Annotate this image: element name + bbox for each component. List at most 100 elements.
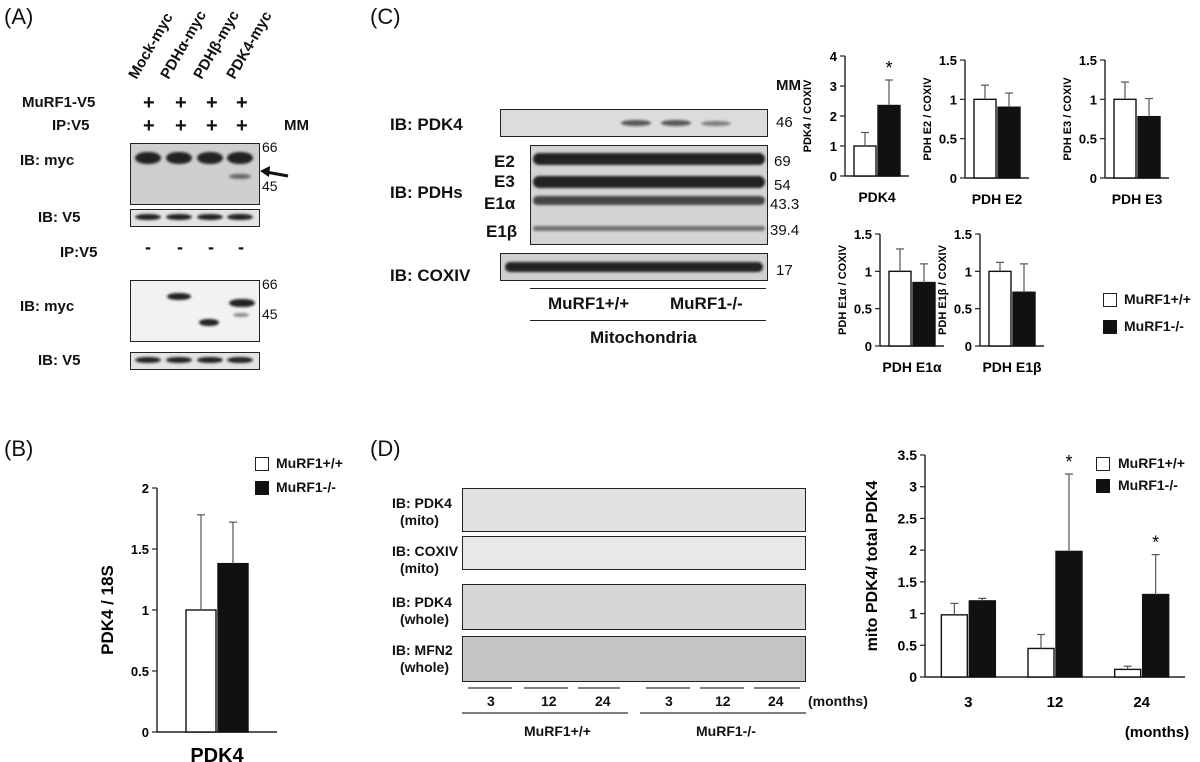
y-tick-label: 0 [950,171,957,186]
blot-a-v5-1 [130,209,260,227]
d-row4-label: IB: MFN2 (whole) [392,642,453,675]
mw-66-a1: 66 [262,139,278,155]
legend-b-ko-label: MuRF1-/- [276,479,336,495]
blot-c-pdhs [530,145,768,245]
d-age-5: 24 [768,693,784,709]
group-underline-c [530,320,766,321]
mitochondria-label: Mitochondria [590,328,697,347]
significance-asterisk: * [1065,452,1072,472]
legend-d-ko-swatch [1096,479,1110,493]
legend-d-wt-label: MuRF1+/+ [1118,455,1185,471]
e1b-label: E1β [486,222,518,241]
y-tick-label: 1 [950,92,957,107]
mw-45-a2: 45 [262,306,278,322]
mm-label-c: MM [776,77,801,94]
bar [1113,668,1142,678]
panel-c-label: (C) [370,4,401,29]
y-tick-label: 0 [142,725,149,740]
d-age-4: 12 [715,693,731,709]
x-axis-label: PDH E1β [982,359,1042,375]
blot-c-coxiv [500,253,768,281]
y-tick-label: 3.5 [898,447,918,463]
legend-c-wt-label: MuRF1+/+ [1124,291,1191,307]
murf1-v5-label: MuRF1-V5 [22,94,96,111]
y-tick-label: 1.5 [131,542,149,557]
y-tick-label: 0 [1090,171,1097,186]
legend-c-ko-swatch [1103,320,1117,334]
blot-a-myc-2 [130,280,260,342]
y-axis-label: PDK4 / COXIV [802,79,814,152]
bar [1027,647,1055,678]
group-line-c [530,288,766,289]
ipv5-label-2: IP:V5 [60,244,98,261]
y-axis-label: PDH E2 / COXIV [922,77,934,161]
bar [968,600,997,678]
blot-d-coxiv-mito [462,536,806,570]
y-tick-label: 2 [909,542,917,558]
ib-myc-label-1: IB: myc [20,152,75,169]
ipv5-label: IP:V5 [52,117,90,134]
bar [1055,550,1083,678]
legend-b-ko-swatch [255,481,269,495]
y-tick-label: 2 [830,109,837,124]
mw-45-a1: 45 [262,178,278,194]
blot-d-pdk4-mito [462,488,806,532]
blot-d-mfn2-whole [462,636,806,682]
y-tick-label: 3 [909,479,917,495]
d-row1-label: IB: PDK4 (mito) [392,495,452,528]
d-age-3: 3 [665,693,673,709]
x-tick-label: 12 [1047,694,1064,711]
d-row2-label: IB: COXIV (mito) [392,543,459,576]
bar [940,614,969,678]
y-tick-label: 1 [865,264,872,279]
d-age-0: 3 [487,693,495,709]
y-axis-label: PDH E1α / COXIV [837,244,849,335]
x-axis-label: PDH E2 [972,191,1023,207]
group-c-wt: MuRF1+/+ [548,294,630,313]
y-tick-label: 1.5 [939,53,957,68]
y-tick-label: 0.5 [131,664,149,679]
mw-17: 17 [776,262,793,279]
bar [217,562,249,733]
mw-69: 69 [774,153,791,170]
ib-pdk4-label-c: IB: PDK4 [390,115,463,134]
ib-v5-label-1: IB: V5 [38,209,81,226]
mw-46: 46 [776,114,793,131]
y-tick-label: 0.5 [898,637,918,653]
legend-c-wt-swatch [1103,293,1117,307]
y-tick-label: 1 [1090,92,1097,107]
blot-a-v5-2 [130,352,260,370]
y-axis-label: PDH E3 / COXIV [1062,77,1074,161]
blot-d-pdk4-whole [462,584,806,630]
e2-label: E2 [494,152,515,171]
y-tick-label: 3 [830,79,837,94]
x-tick-label: 24 [1133,694,1150,711]
y-tick-label: 1 [965,264,972,279]
mm-label-a: MM [284,117,309,134]
legend-b-wt-label: MuRF1+/+ [276,455,343,471]
ib-pdhs-label: IB: PDHs [390,183,463,202]
y-tick-label: 2 [142,481,149,496]
bar [185,609,217,733]
y-axis-label: PDK4 / 18S [98,565,117,655]
y-tick-label: 1.5 [1079,53,1097,68]
d-group-wt: MuRF1+/+ [524,723,591,739]
d-age-1: 12 [541,693,557,709]
y-tick-label: 4 [830,49,838,64]
d-age-2: 24 [595,693,611,709]
y-tick-label: 0.5 [939,132,957,147]
panel-a-label: (A) [4,4,34,29]
bar [1141,593,1170,678]
group-c-ko: MuRF1-/- [670,294,743,313]
blot-a-myc-1 [130,143,260,205]
e3-label: E3 [494,172,515,191]
ib-myc-label-2: IB: myc [20,298,75,315]
legend-d-wt-swatch [1096,457,1110,471]
y-tick-label: 0.5 [954,302,972,317]
x-tick-label: 3 [964,694,972,711]
